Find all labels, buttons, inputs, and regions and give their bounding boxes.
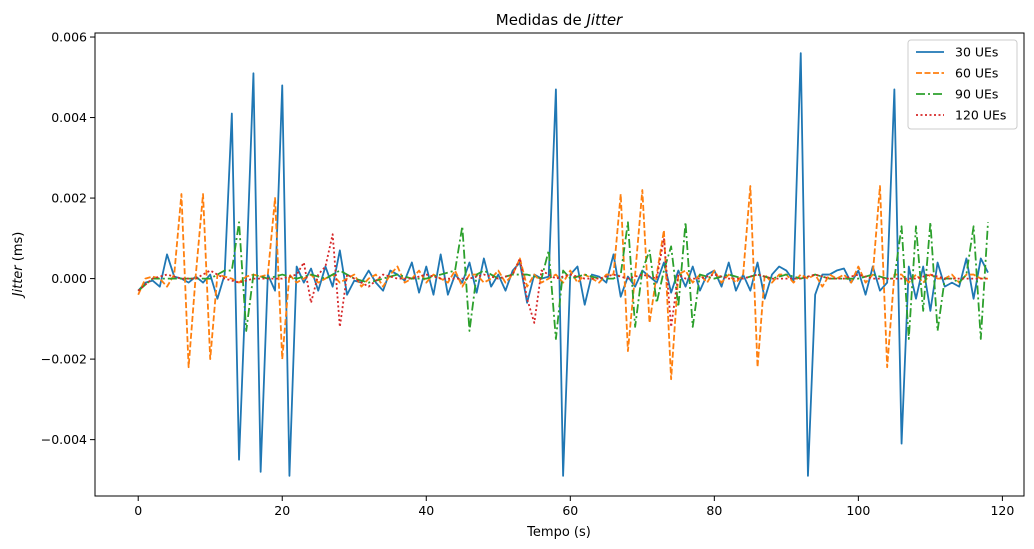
plot-area (137, 52, 989, 477)
series-line-3 (137, 221, 989, 340)
plot-frame (94, 32, 1025, 497)
legend-label-3: 90 UEs (955, 87, 998, 102)
series-line-4 (137, 233, 988, 328)
series-line-2 (137, 185, 988, 381)
legend: 30 UEs 60 UEs 90 UEs 120 UEs (907, 39, 1018, 130)
y-axis-label: Jitter (ms) (11, 232, 26, 300)
legend-label-2: 60 UEs (955, 66, 998, 81)
y-axis: −0.004 −0.002 0.000 0.002 0.004 0.006 (41, 30, 95, 447)
chart-title: Medidas de Jitter (496, 11, 623, 29)
legend-label-4: 120 UEs (955, 108, 1006, 123)
legend-label-1: 30 UEs (955, 45, 998, 60)
legend-box (907, 39, 1018, 130)
x-axis: 0 20 40 60 80 100 120 (134, 496, 1014, 518)
x-tick-label: 80 (706, 503, 722, 518)
x-tick-label: 0 (134, 503, 142, 518)
y-tick-label: 0.000 (51, 271, 87, 286)
series-line-1 (137, 52, 989, 477)
y-tick-label: −0.002 (41, 352, 87, 367)
y-tick-label: 0.006 (51, 30, 87, 45)
x-tick-label: 100 (846, 503, 870, 518)
x-axis-label: Tempo (s) (526, 525, 591, 540)
x-tick-label: 120 (990, 503, 1014, 518)
y-tick-label: −0.004 (41, 432, 87, 447)
y-tick-label: 0.002 (51, 191, 87, 206)
x-tick-label: 60 (562, 503, 578, 518)
x-tick-label: 20 (274, 503, 290, 518)
y-tick-label: 0.004 (51, 110, 87, 125)
x-tick-label: 40 (418, 503, 434, 518)
